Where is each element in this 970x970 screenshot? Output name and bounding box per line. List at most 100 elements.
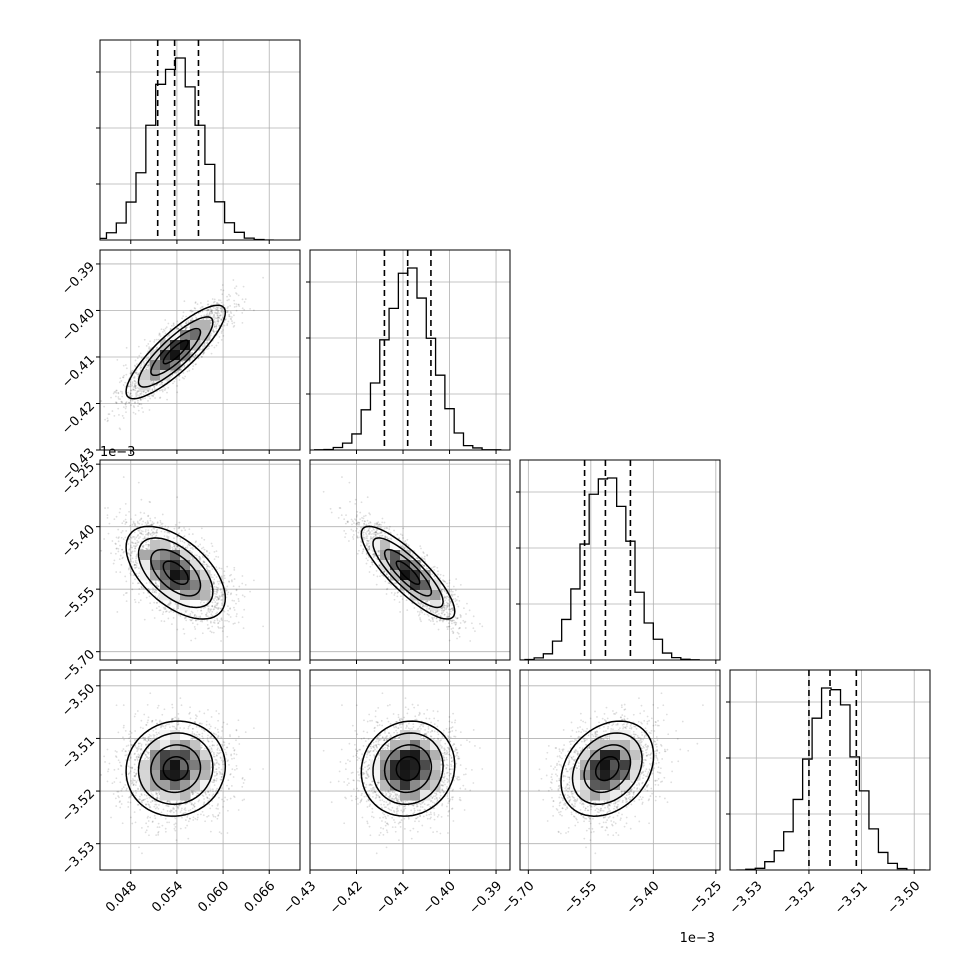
- sample-point: [180, 368, 183, 371]
- sample-point: [107, 506, 109, 509]
- sample-point: [173, 545, 176, 548]
- sample-point: [147, 390, 149, 393]
- sample-point: [201, 620, 204, 623]
- sample-point: [179, 615, 182, 617]
- sample-point: [139, 511, 142, 514]
- sample-point: [235, 293, 238, 295]
- sample-point: [208, 627, 210, 630]
- sample-point: [193, 356, 196, 359]
- sample-point: [169, 328, 172, 330]
- sample-point: [187, 543, 190, 545]
- sample-point: [137, 399, 139, 402]
- sample-point: [129, 392, 132, 395]
- sample-point: [207, 314, 209, 316]
- sample-point: [223, 570, 226, 573]
- sample-point: [110, 396, 112, 399]
- sample-point: [143, 512, 146, 515]
- sample-point: [115, 515, 118, 518]
- density-cell: [200, 330, 211, 341]
- sample-point: [228, 580, 230, 583]
- sample-point: [173, 545, 175, 548]
- sample-point: [226, 295, 228, 298]
- sample-point: [161, 390, 164, 393]
- sample-point: [133, 564, 136, 567]
- sample-point: [194, 314, 196, 317]
- sample-point: [115, 547, 118, 550]
- sample-point: [220, 318, 223, 321]
- sample-point: [93, 435, 95, 437]
- sample-point: [222, 593, 225, 596]
- sample-point: [202, 556, 204, 559]
- sample-point: [164, 319, 167, 321]
- sample-point: [136, 363, 138, 365]
- sample-point: [227, 320, 230, 323]
- sample-point: [184, 547, 187, 549]
- sample-point: [150, 523, 153, 526]
- sample-point: [159, 335, 162, 338]
- sample-point: [223, 574, 226, 577]
- sample-point: [149, 501, 152, 504]
- sample-point: [133, 536, 136, 538]
- sample-point: [213, 326, 216, 329]
- sample-point: [262, 276, 265, 279]
- sample-point: [213, 592, 216, 595]
- sample-point: [142, 411, 144, 413]
- sample-point: [122, 594, 125, 596]
- sample-point: [131, 541, 133, 544]
- sample-point: [181, 376, 184, 379]
- sample-point: [202, 352, 205, 355]
- sample-point: [140, 390, 143, 393]
- sample-point: [195, 540, 197, 543]
- sample-point: [217, 341, 220, 344]
- sample-point: [226, 593, 229, 596]
- sample-point: [213, 558, 216, 561]
- sample-point: [211, 311, 214, 314]
- sample-point: [235, 292, 237, 294]
- sample-point: [176, 320, 179, 323]
- sample-point: [226, 299, 229, 302]
- sample-point: [221, 604, 223, 607]
- sample-point: [229, 310, 232, 313]
- sample-point: [213, 581, 215, 584]
- sample-point: [135, 545, 138, 548]
- sample-point: [212, 301, 215, 304]
- sample-point: [141, 548, 144, 551]
- sample-point: [145, 366, 148, 369]
- sample-point: [154, 516, 156, 519]
- sample-point: [226, 311, 229, 313]
- sample-point: [133, 406, 136, 409]
- sample-point: [190, 551, 193, 554]
- sample-point: [150, 529, 153, 531]
- sample-point: [117, 391, 120, 394]
- sample-point: [213, 323, 216, 326]
- sample-point: [137, 582, 140, 585]
- sample-point: [180, 360, 183, 363]
- sample-point: [146, 364, 149, 367]
- sample-point: [158, 334, 161, 336]
- density-cell: [150, 350, 161, 361]
- sample-point: [181, 360, 184, 363]
- sample-point: [243, 301, 246, 303]
- sample-point: [199, 302, 202, 304]
- sample-point: [207, 303, 210, 306]
- sample-point: [184, 328, 187, 331]
- sample-point: [131, 588, 134, 591]
- sample-point: [136, 562, 138, 565]
- sample-point: [185, 327, 187, 329]
- sample-point: [198, 557, 201, 560]
- sample-point: [212, 631, 215, 634]
- sample-point: [167, 535, 170, 538]
- sample-point: [191, 557, 194, 560]
- sample-point: [203, 341, 206, 344]
- sample-point: [226, 324, 229, 327]
- sample-point: [124, 502, 127, 505]
- sample-point: [228, 315, 230, 318]
- sample-point: [203, 343, 205, 346]
- sample-point: [147, 532, 150, 535]
- sample-point: [122, 376, 125, 379]
- sample-point: [162, 611, 165, 613]
- sample-point: [147, 545, 150, 548]
- sample-point: [138, 354, 141, 357]
- sample-point: [217, 302, 220, 305]
- sample-point: [144, 368, 147, 371]
